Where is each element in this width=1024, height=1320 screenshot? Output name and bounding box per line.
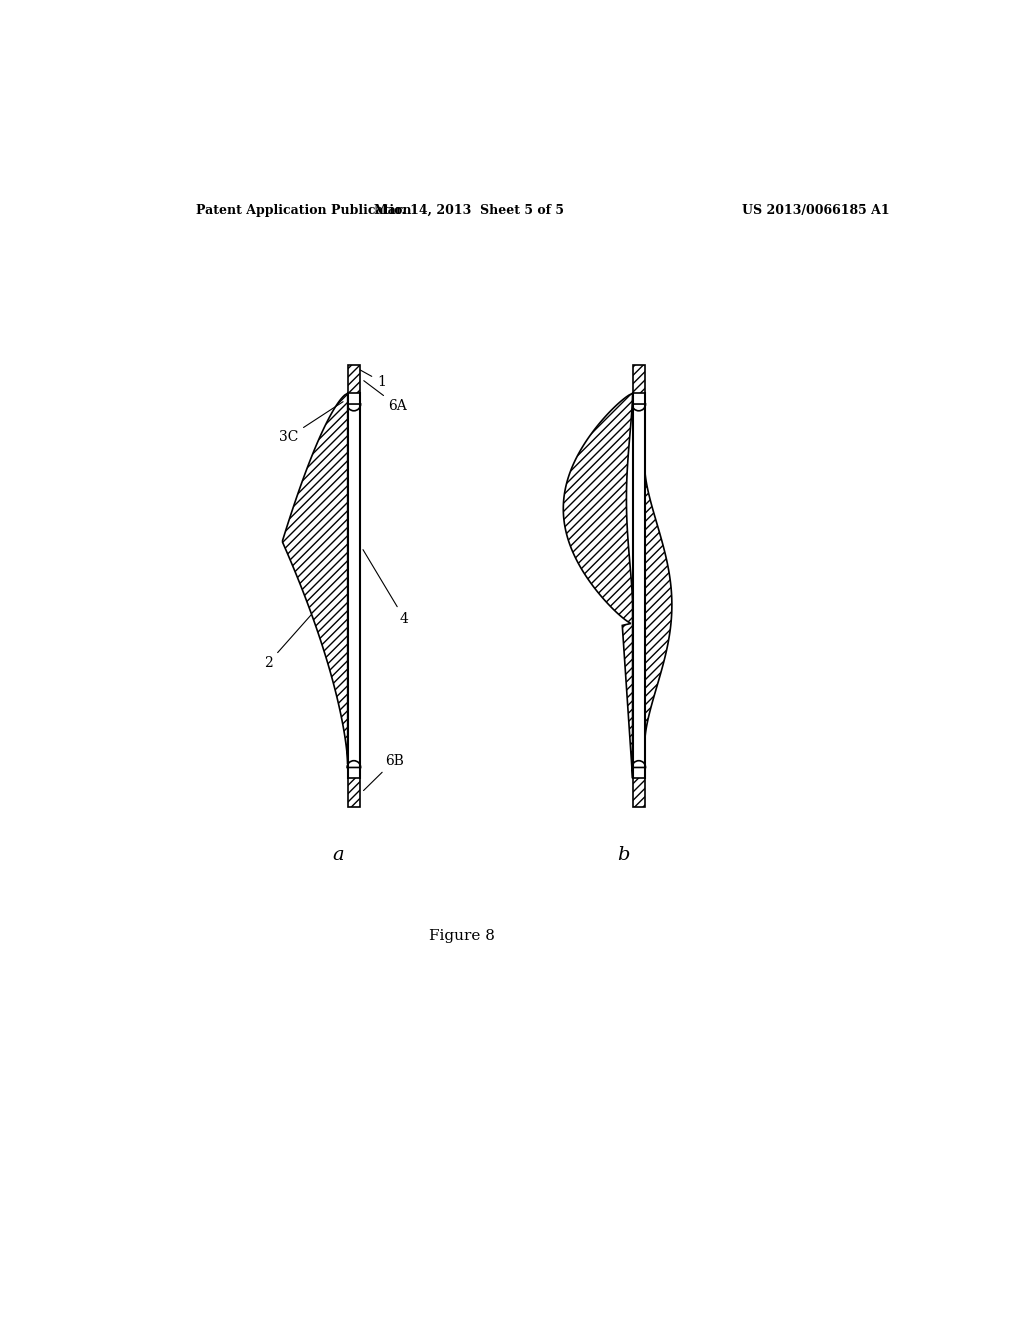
Text: 1: 1 bbox=[360, 370, 386, 388]
Text: 4: 4 bbox=[362, 549, 409, 626]
Wedge shape bbox=[347, 760, 360, 767]
Text: US 2013/0066185 A1: US 2013/0066185 A1 bbox=[742, 205, 890, 218]
Text: Patent Application Publication: Patent Application Publication bbox=[196, 205, 412, 218]
Polygon shape bbox=[563, 393, 633, 779]
Bar bbox=[348, 779, 360, 807]
Text: Mar. 14, 2013  Sheet 5 of 5: Mar. 14, 2013 Sheet 5 of 5 bbox=[375, 205, 564, 218]
Text: 2: 2 bbox=[264, 615, 311, 669]
Text: b: b bbox=[617, 846, 630, 865]
Polygon shape bbox=[283, 393, 348, 764]
Text: 3C: 3C bbox=[280, 401, 343, 444]
Bar bbox=[348, 364, 360, 393]
Text: a: a bbox=[333, 846, 344, 865]
Text: 6A: 6A bbox=[364, 380, 408, 413]
Bar bbox=[633, 779, 645, 807]
Wedge shape bbox=[347, 404, 360, 411]
Bar bbox=[633, 364, 645, 393]
Text: Figure 8: Figure 8 bbox=[429, 929, 495, 942]
Text: 6B: 6B bbox=[364, 754, 403, 791]
Wedge shape bbox=[632, 760, 645, 767]
Polygon shape bbox=[645, 393, 672, 779]
Wedge shape bbox=[632, 404, 645, 411]
